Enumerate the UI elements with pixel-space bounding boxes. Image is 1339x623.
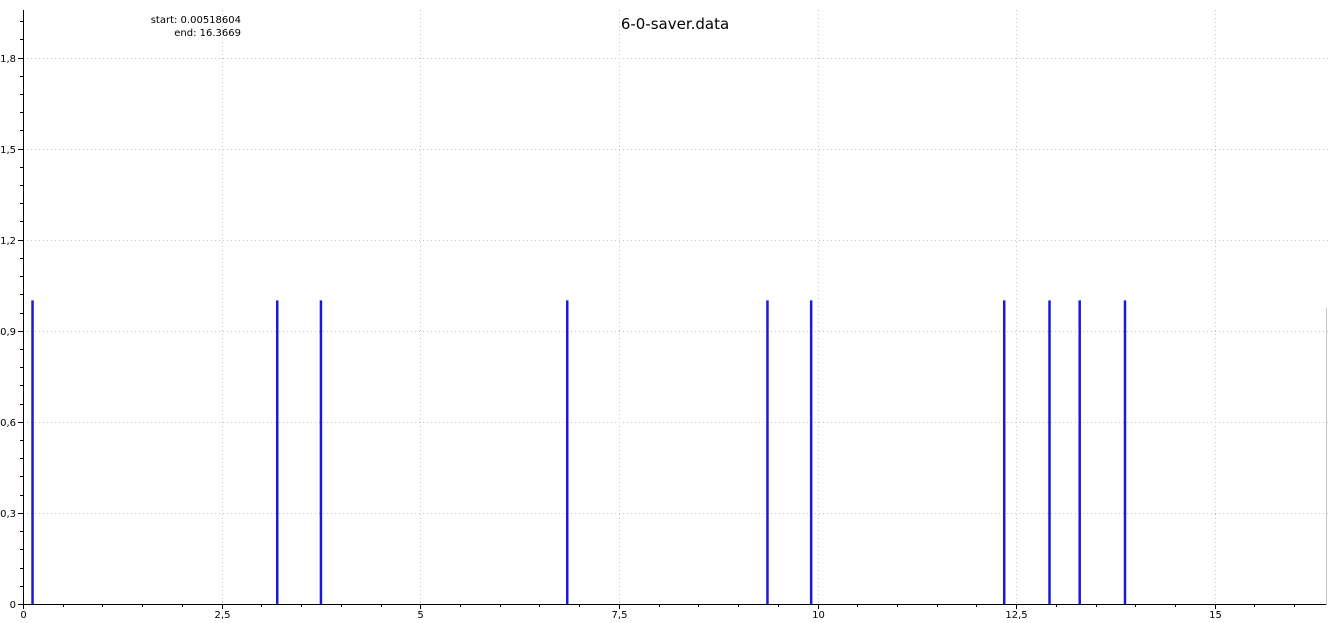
y-tick-label: 0,6 bbox=[0, 418, 16, 429]
x-tick-label: 0 bbox=[20, 610, 26, 621]
chart-title: 6-0-saver.data bbox=[621, 15, 729, 33]
x-tick-label: 5 bbox=[417, 610, 423, 621]
grid bbox=[23, 10, 1330, 604]
y-tick-label: 1,8 bbox=[0, 54, 16, 65]
y-tick-label: 0,3 bbox=[0, 509, 16, 520]
x-tick-label: 7,5 bbox=[612, 610, 628, 621]
y-tick-label: 1,2 bbox=[0, 236, 16, 247]
x-tick-label: 10 bbox=[812, 610, 825, 621]
x-tick-label: 12,5 bbox=[1005, 610, 1027, 621]
y-tick-label: 0,9 bbox=[0, 327, 16, 338]
axes bbox=[23, 10, 1327, 605]
ticks: 0 2,5 5 7,5 10 12,5 15 0 0,3 0,6 0,9 1,2 1,5 1,8 bbox=[0, 21, 1295, 621]
bars bbox=[31, 300, 1127, 604]
start-label: start: 0.00518604 bbox=[151, 15, 241, 26]
end-label: end: 16.3669 bbox=[174, 28, 241, 39]
x-tick-label: 15 bbox=[1209, 610, 1222, 621]
x-tick-label: 2,5 bbox=[215, 610, 231, 621]
y-tick-label: 0 bbox=[10, 600, 16, 611]
y-tick-label: 1,5 bbox=[0, 145, 16, 156]
